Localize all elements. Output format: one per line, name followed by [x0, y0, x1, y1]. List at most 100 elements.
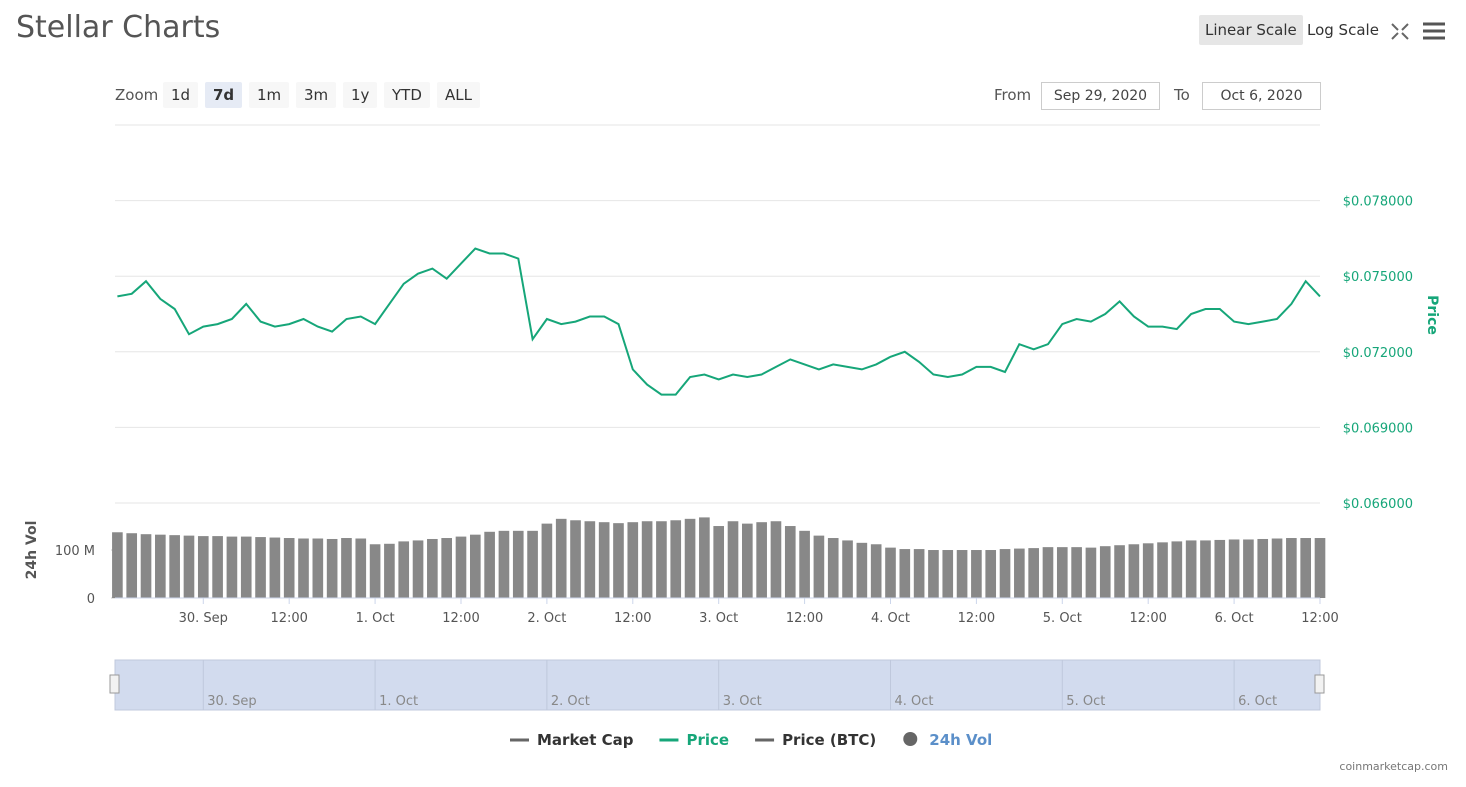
y-tick-label: 100 M: [55, 544, 95, 559]
volume-bar: [441, 538, 452, 598]
y-tick-label: $0.069000: [1343, 421, 1413, 436]
scale-button[interactable]: Linear Scale: [1199, 15, 1303, 45]
y-tick-label: $0.078000: [1343, 195, 1413, 210]
volume-bar: [155, 534, 166, 598]
volume-bar: [1171, 541, 1183, 598]
volume-bar: [1099, 546, 1111, 598]
navigator-handle[interactable]: [1314, 674, 1325, 694]
volume-bar: [412, 540, 424, 598]
navigator-label: 30. Sep: [207, 694, 256, 709]
volume-bar: [1271, 538, 1283, 598]
volume-bar: [1243, 539, 1254, 598]
volume-bar: [1085, 547, 1097, 598]
volume-bar: [770, 521, 782, 598]
zoom-button[interactable]: YTD: [384, 82, 430, 108]
volume-bar: [1042, 547, 1054, 598]
volume-bar: [240, 536, 252, 598]
zoom-button[interactable]: 7d: [205, 82, 243, 108]
volume-bar: [684, 518, 696, 598]
y-axis-title: 24h Vol: [24, 521, 40, 580]
volume-bar: [985, 550, 997, 598]
volume-bar: [369, 544, 381, 598]
price-line: [117, 247, 1321, 396]
to-input[interactable]: Oct 6, 2020: [1202, 82, 1321, 110]
zoom-button[interactable]: 1m: [249, 82, 290, 108]
volume-bar: [699, 517, 710, 598]
x-tick-label: 5. Oct: [1043, 611, 1082, 626]
legend-label[interactable]: 24h Vol: [929, 731, 992, 749]
volume-bar: [799, 530, 810, 598]
volume-bar: [727, 521, 739, 598]
zoom-button[interactable]: ALL: [437, 82, 480, 108]
y-axis-title: Price: [1424, 295, 1440, 335]
volume-bar: [341, 538, 352, 598]
scale-button[interactable]: Log Scale: [1307, 21, 1379, 39]
volume-bar: [870, 544, 882, 598]
volume-bar: [584, 521, 596, 598]
volume-bar: [1028, 548, 1039, 598]
volume-bar: [756, 522, 767, 598]
volume-bar: [1314, 538, 1326, 598]
x-tick-label: 12:00: [958, 611, 995, 626]
from-input[interactable]: Sep 29, 2020: [1041, 82, 1160, 110]
x-tick-label: 30. Sep: [179, 611, 228, 626]
volume-bar: [1142, 543, 1154, 598]
volume-bar: [255, 537, 266, 598]
navigator-label: 3. Oct: [723, 694, 762, 709]
legend-label[interactable]: Price: [686, 731, 729, 749]
x-tick-label: 3. Oct: [699, 611, 738, 626]
fullscreen-icon[interactable]: [1391, 23, 1409, 40]
volume-bar: [899, 549, 911, 598]
volume-bar: [856, 542, 868, 598]
volume-bar: [1114, 545, 1125, 598]
zoom-label: Zoom: [115, 86, 159, 104]
volume-bar: [384, 543, 395, 598]
zoom-button[interactable]: 1d: [163, 82, 199, 108]
from-label: From: [994, 86, 1032, 104]
volume-bar: [1200, 540, 1211, 598]
volume-bar: [613, 523, 624, 598]
navigator-handle[interactable]: [109, 674, 120, 694]
volume-bar: [197, 536, 209, 598]
volume-bar: [842, 540, 853, 598]
volume-bar: [298, 538, 309, 598]
volume-bar: [942, 550, 954, 598]
x-tick-label: 12:00: [270, 611, 307, 626]
menu-icon[interactable]: [1423, 22, 1445, 40]
x-tick-label: 12:00: [786, 611, 823, 626]
volume-bar: [183, 535, 195, 598]
volume-bar: [713, 526, 725, 598]
volume-bar: [1128, 544, 1140, 598]
volume-bar: [455, 536, 467, 598]
y-tick-label: $0.072000: [1343, 346, 1413, 361]
navigator-label: 5. Oct: [1066, 694, 1105, 709]
navigator-label: 6. Oct: [1238, 694, 1277, 709]
volume-bar: [169, 535, 180, 598]
zoom-button[interactable]: 3m: [296, 82, 337, 108]
legend-label[interactable]: Price (BTC): [782, 731, 876, 749]
volume-bar: [598, 522, 610, 598]
volume-bar: [784, 526, 796, 598]
to-label: To: [1174, 86, 1190, 104]
volume-bar: [813, 535, 825, 598]
y-tick-label: $0.075000: [1343, 270, 1413, 285]
volume-bar: [398, 541, 410, 598]
volume-bar: [427, 538, 438, 598]
volume-bar: [742, 523, 753, 598]
navigator-label: 1. Oct: [379, 694, 418, 709]
zoom-button[interactable]: 1y: [343, 82, 378, 108]
volume-bar: [226, 536, 238, 598]
x-tick-label: 2. Oct: [527, 611, 566, 626]
volume-bar: [269, 537, 281, 598]
volume-bar: [1228, 539, 1240, 598]
volume-bar: [885, 547, 896, 598]
volume-bar: [140, 534, 152, 598]
navigator-label: 2. Oct: [551, 694, 590, 709]
volume-bar: [527, 530, 538, 598]
navigator[interactable]: [114, 659, 1321, 711]
legend-label[interactable]: Market Cap: [537, 731, 634, 749]
volume-bar: [1214, 539, 1226, 598]
legend-symbol: [903, 732, 918, 746]
volume-bar: [312, 538, 324, 598]
volume-bar: [283, 538, 295, 598]
